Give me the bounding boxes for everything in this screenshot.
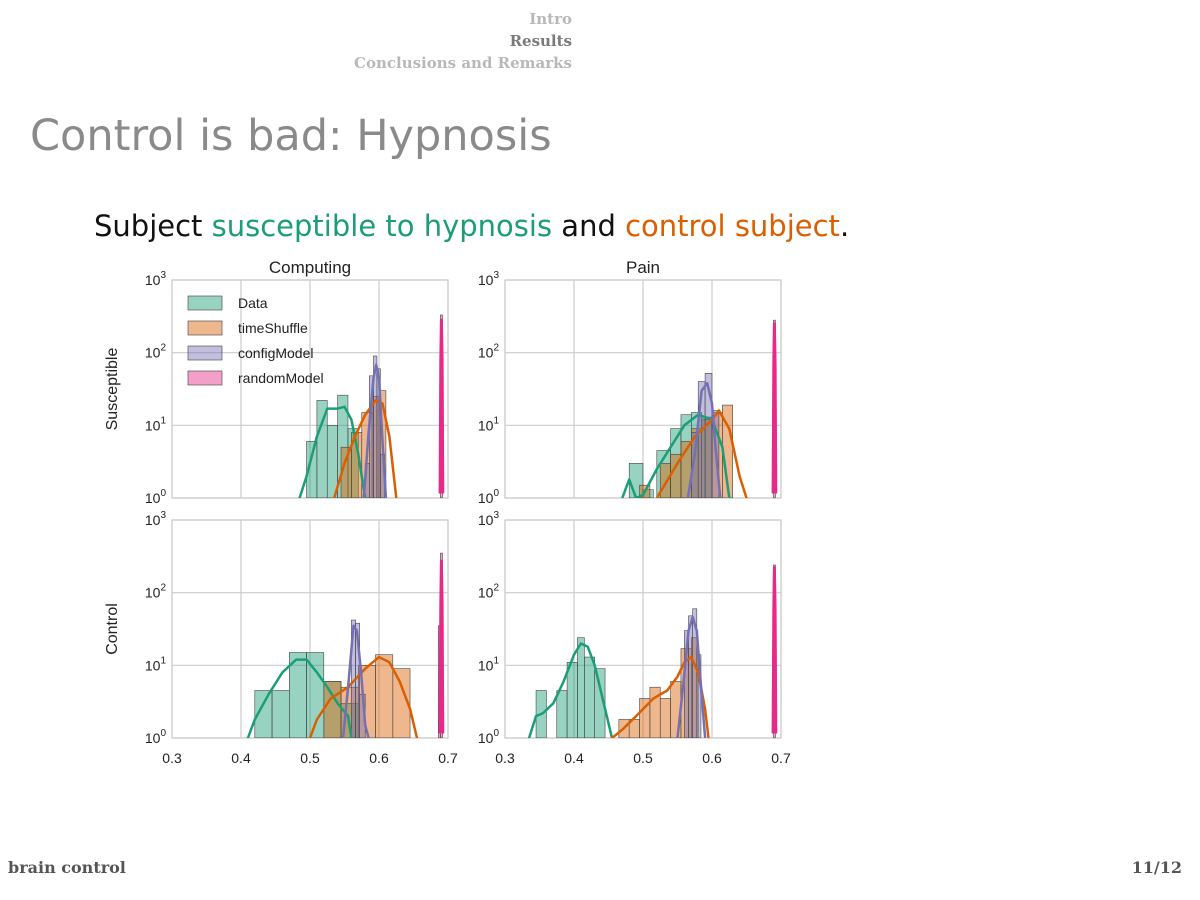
hist-bar-timeShuffle — [690, 637, 699, 738]
hist-bar-Data — [577, 637, 585, 738]
subtitle-highlight-control: control subject — [625, 209, 840, 243]
x-tick-label: 0.6 — [702, 750, 722, 766]
kde-line-configModel — [341, 624, 370, 738]
kde-line-configModel — [686, 381, 722, 498]
kde-line-randomModel — [438, 318, 445, 494]
legend-label-Data: Data — [238, 295, 268, 311]
section-nav: Intro Results Conclusions and Remarks — [354, 8, 572, 74]
row-label-control: Control — [104, 603, 121, 655]
y-tick-label: 101 — [145, 655, 167, 673]
panel-plot-area — [298, 314, 445, 498]
kde-line-configModel — [676, 615, 707, 738]
kde-line-Data — [246, 658, 353, 738]
hist-bar-Data — [556, 690, 568, 738]
panel-susceptible-pain — [504, 279, 782, 499]
x-tick-label: 0.4 — [564, 750, 584, 766]
legend-swatch-timeShuffle — [187, 320, 223, 336]
y-tick-label: 102 — [478, 343, 500, 361]
y-tick-label: 100 — [478, 728, 500, 746]
kde-line-randomModel — [771, 322, 778, 494]
y-tick-label: 101 — [145, 415, 167, 433]
y-tick-label: 103 — [478, 510, 500, 528]
subtitle-highlight-susceptible: susceptible to hypnosis — [211, 209, 553, 243]
y-tick-label: 100 — [145, 488, 167, 506]
kde-line-Data — [527, 642, 614, 738]
x-tick-label: 0.7 — [771, 750, 791, 766]
subtitle-middle: and — [552, 209, 626, 243]
y-tick-label: 103 — [478, 270, 500, 288]
subtitle-suffix: . — [839, 209, 850, 243]
hist-bar-Data — [584, 656, 595, 738]
kde-line-timeShuffle — [308, 655, 419, 738]
legend-swatch-randomModel — [187, 370, 223, 386]
hist-bar-timeShuffle — [323, 681, 342, 738]
hist-bar-Data — [566, 662, 578, 738]
column-title-pain: Pain — [626, 258, 660, 277]
x-tick-label: 0.3 — [495, 750, 515, 766]
x-tick-label: 0.4 — [231, 750, 251, 766]
slide-subtitle: Subject susceptible to hypnosis and cont… — [94, 206, 849, 246]
y-tick-label: 100 — [478, 488, 500, 506]
panel-plot-area — [246, 552, 445, 738]
y-tick-label: 100 — [145, 728, 167, 746]
column-title-computing: Computing — [269, 258, 351, 277]
legend-label-configModel: configModel — [238, 345, 314, 361]
legend-label-timeShuffle: timeShuffle — [238, 320, 308, 336]
y-tick-label: 102 — [478, 583, 500, 601]
x-tick-label: 0.5 — [633, 750, 653, 766]
y-tick-label: 101 — [478, 655, 500, 673]
nav-item-intro[interactable]: Intro — [529, 10, 572, 28]
slide-title: Control is bad: Hypnosis — [30, 111, 552, 161]
hist-bar-Data — [288, 652, 307, 738]
legend-swatch-configModel — [187, 345, 223, 361]
kde-line-randomModel — [438, 559, 445, 734]
x-tick-label: 0.7 — [438, 750, 458, 766]
hist-bar-timeShuffle — [392, 668, 411, 738]
panel-plot-area — [527, 564, 778, 738]
panel-control-computing — [171, 519, 449, 739]
kde-line-configModel — [362, 363, 388, 498]
hist-bar-Data — [271, 690, 290, 738]
hist-bar-configModel — [376, 368, 381, 498]
nav-item-conclusions[interactable]: Conclusions and Remarks — [354, 54, 572, 72]
chart-legend: Data timeShuffle configModel randomModel — [187, 295, 324, 386]
x-tick-label: 0.3 — [162, 750, 182, 766]
row-label-susceptible: Susceptible — [104, 348, 121, 431]
x-tick-label: 0.5 — [300, 750, 320, 766]
footer-title: brain control — [8, 858, 126, 877]
y-tick-label: 103 — [145, 510, 167, 528]
y-tick-label: 103 — [145, 270, 167, 288]
kde-line-Data — [621, 413, 731, 498]
hist-bar-Data — [326, 425, 338, 498]
kde-line-timeShuffle — [655, 409, 748, 498]
legend-swatch-Data — [187, 295, 223, 311]
kde-line-randomModel — [771, 566, 778, 734]
legend-label-randomModel: randomModel — [238, 370, 324, 386]
hist-bar-timeShuffle — [659, 698, 671, 738]
hist-bar-timeShuffle — [375, 654, 394, 738]
y-tick-label: 102 — [145, 343, 167, 361]
panel-susceptible-computing — [171, 279, 449, 499]
page-number: 11/12 — [1131, 858, 1182, 877]
y-tick-label: 102 — [145, 583, 167, 601]
y-tick-label: 101 — [478, 415, 500, 433]
panel-plot-area — [621, 319, 778, 498]
subtitle-prefix: Subject — [94, 209, 212, 243]
panel-control-pain — [504, 519, 782, 739]
kde-line-Data — [298, 405, 367, 498]
hist-bar-timeShuffle — [659, 463, 671, 498]
nav-item-results[interactable]: Results — [509, 32, 572, 50]
hist-bar-Data — [594, 668, 606, 738]
x-tick-label: 0.6 — [369, 750, 389, 766]
